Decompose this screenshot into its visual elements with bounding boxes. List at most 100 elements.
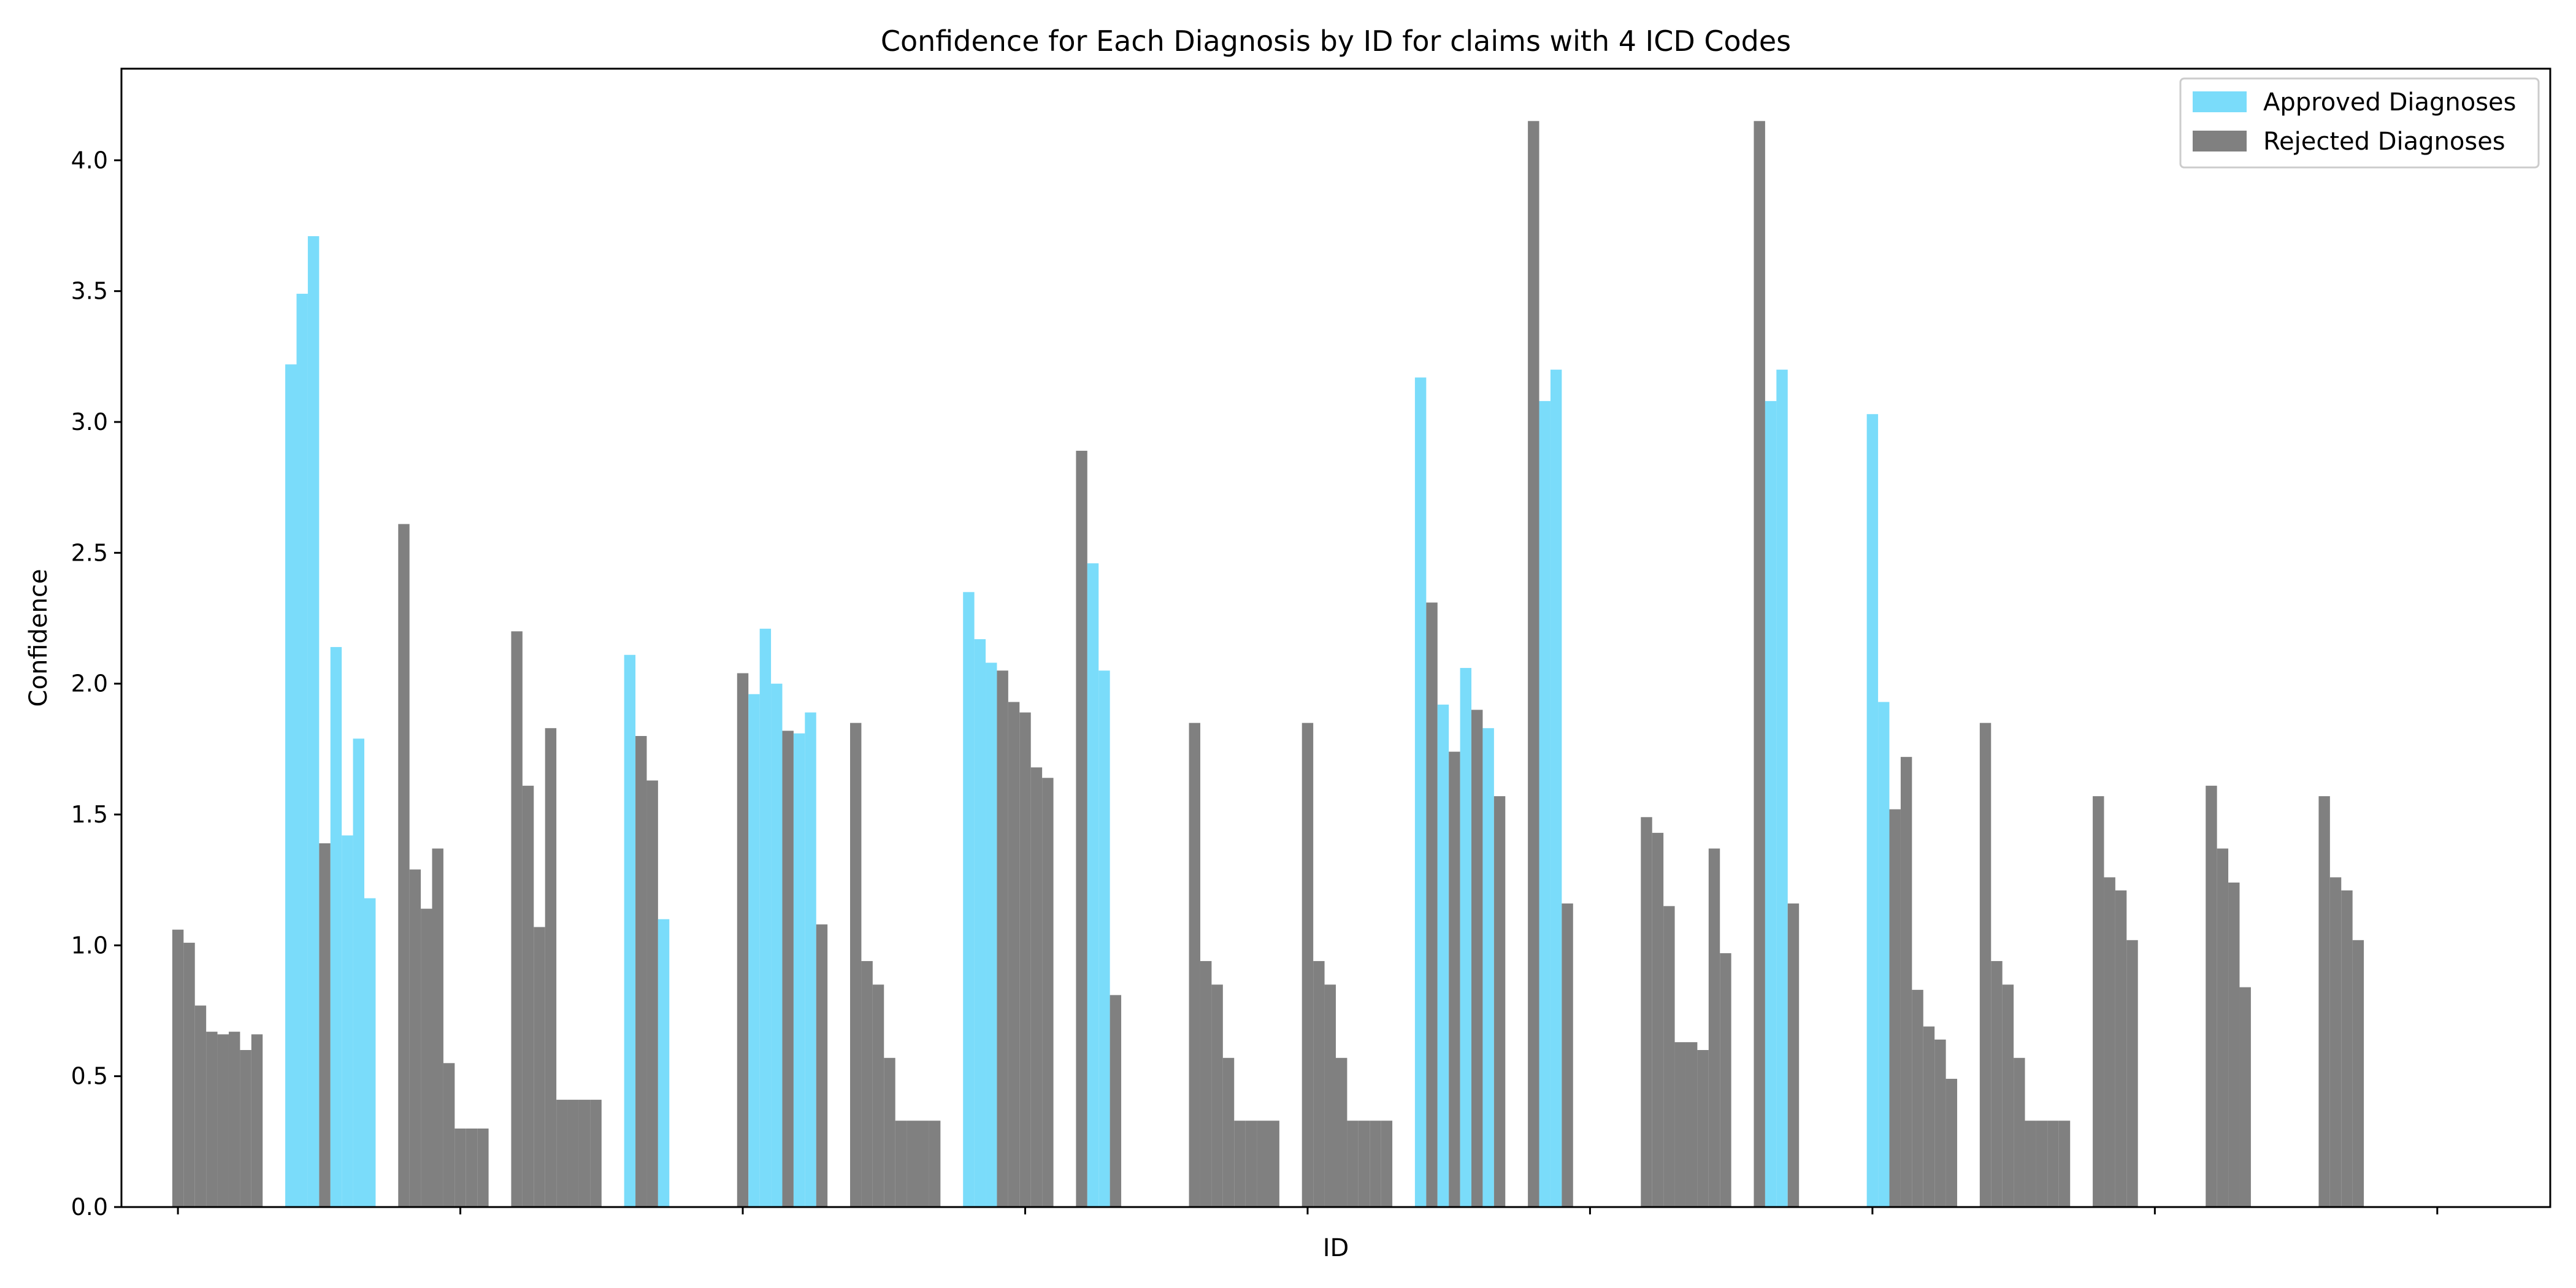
bar-group-7-bar-2 <box>861 960 873 1207</box>
bar-group-16-bar-3 <box>1889 809 1901 1207</box>
bar-group-16-bar-7 <box>1934 1039 1946 1207</box>
bar-group-12-bar-4 <box>1449 751 1460 1207</box>
y-tick-label: 1.5 <box>71 801 108 828</box>
bar-group-3-bar-3 <box>421 908 432 1207</box>
bar-group-2-bar-5 <box>330 646 342 1207</box>
bar-group-11-bar-4 <box>1336 1057 1347 1207</box>
bar-group-6-bar-6 <box>793 733 805 1207</box>
bar-group-7-bar-7 <box>918 1121 929 1207</box>
bar-group-2-bar-4 <box>319 843 331 1207</box>
bar-group-12-bar-6 <box>1471 710 1483 1207</box>
bar-group-7-bar-6 <box>907 1121 918 1207</box>
bar-group-5-bar-3 <box>646 780 658 1207</box>
y-tick-label: 3.0 <box>71 408 108 435</box>
bar-group-19-bar-1 <box>2206 786 2217 1207</box>
y-tick-label: 1.0 <box>71 932 108 959</box>
bar-group-12-bar-8 <box>1493 796 1506 1207</box>
y-tick-label: 4.0 <box>71 147 108 174</box>
bar-group-2-bar-1 <box>285 364 297 1207</box>
bar-group-19-bar-2 <box>2217 848 2229 1207</box>
bar-group-11-bar-2 <box>1313 960 1325 1207</box>
bar-group-8-bar-1 <box>963 592 975 1207</box>
bar-group-13-bar-2 <box>1539 401 1551 1207</box>
bar-group-7-bar-4 <box>884 1057 895 1207</box>
bar-group-17-bar-3 <box>2002 984 2014 1207</box>
bar-group-8-bar-7 <box>1030 767 1043 1207</box>
bar-group-14-bar-8 <box>1720 953 1731 1207</box>
bar-group-1-bar-1 <box>172 929 184 1207</box>
bar-group-2-bar-2 <box>296 293 308 1208</box>
bar-group-3-bar-5 <box>443 1063 455 1207</box>
bar-group-7-bar-8 <box>929 1121 941 1207</box>
bar-group-7-bar-1 <box>850 723 862 1207</box>
bar-group-4-bar-6 <box>567 1100 579 1207</box>
bar-group-16-bar-5 <box>1912 989 1923 1207</box>
bar-group-14-bar-5 <box>1685 1042 1698 1207</box>
bar-group-17-bar-2 <box>1991 960 2003 1207</box>
bar-group-20-bar-3 <box>2341 890 2353 1207</box>
bar-group-16-bar-8 <box>1945 1078 1958 1207</box>
y-tick-label: 2.5 <box>71 539 108 566</box>
bar-group-17-bar-6 <box>2036 1121 2048 1207</box>
bar-group-12-bar-3 <box>1437 704 1449 1207</box>
bar-group-17-bar-5 <box>2025 1121 2036 1207</box>
bar-group-3-bar-7 <box>466 1129 478 1207</box>
bar-group-8-bar-6 <box>1019 712 1031 1207</box>
bar-group-10-bar-2 <box>1200 960 1212 1207</box>
bar-group-19-bar-4 <box>2239 987 2251 1207</box>
bar-group-6-bar-8 <box>816 924 828 1207</box>
bar-group-8-bar-5 <box>1008 702 1020 1207</box>
bar-group-10-bar-1 <box>1189 723 1200 1207</box>
bar-group-10-bar-8 <box>1268 1121 1279 1207</box>
bar-group-20-bar-2 <box>2329 877 2342 1207</box>
bar-group-10-bar-3 <box>1211 984 1223 1207</box>
bar-group-9-bar-4 <box>1110 995 1122 1207</box>
bar-group-1-bar-7 <box>240 1050 251 1207</box>
bar-group-1-bar-2 <box>183 943 195 1207</box>
bar-group-19-bar-3 <box>2228 882 2240 1207</box>
bar-group-1-bar-8 <box>251 1034 263 1207</box>
bar-group-11-bar-7 <box>1370 1121 1381 1207</box>
x-axis-ticks <box>177 1207 2439 1214</box>
bar-group-3-bar-2 <box>409 869 421 1207</box>
bar-group-12-bar-2 <box>1426 602 1438 1207</box>
bar-group-17-bar-4 <box>2014 1057 2025 1207</box>
bar-group-11-bar-3 <box>1324 984 1336 1207</box>
bar-group-11-bar-1 <box>1301 723 1314 1207</box>
y-axis-ticks: 0.0 0.5 1.0 1.5 2.0 2.5 3.0 3.5 4.0 <box>71 147 121 1221</box>
bar-group-8-bar-2 <box>974 639 986 1207</box>
bar-group-9-bar-2 <box>1087 563 1099 1207</box>
y-axis-label: Confidence <box>25 569 53 707</box>
bar-group-1-bar-4 <box>206 1032 218 1207</box>
bar-group-11-bar-6 <box>1358 1121 1370 1207</box>
bars-layer <box>172 121 2364 1208</box>
bar-group-2-bar-6 <box>342 835 353 1207</box>
bar-group-15-bar-3 <box>1776 369 1788 1208</box>
bar-group-4-bar-8 <box>590 1100 602 1207</box>
bar-group-5-bar-2 <box>635 736 647 1207</box>
bar-group-17-bar-7 <box>2047 1121 2059 1207</box>
bar-group-20-bar-4 <box>2352 940 2364 1207</box>
bar-group-8-bar-4 <box>997 670 1008 1207</box>
bar-group-4-bar-3 <box>534 927 545 1207</box>
bar-group-14-bar-1 <box>1641 817 1652 1207</box>
bar-group-7-bar-5 <box>895 1121 907 1207</box>
bar-group-14-bar-3 <box>1663 906 1675 1207</box>
y-tick-label: 3.5 <box>71 278 108 305</box>
bar-group-5-bar-1 <box>624 654 636 1207</box>
chart-title: Confidence for Each Diagnosis by ID for … <box>881 25 1791 58</box>
bar-group-6-bar-7 <box>805 712 816 1207</box>
bar-group-3-bar-6 <box>454 1129 466 1207</box>
bar-group-12-bar-7 <box>1482 728 1494 1207</box>
bar-group-10-bar-4 <box>1222 1057 1235 1207</box>
bar-group-18-bar-4 <box>2126 940 2138 1207</box>
bar-group-4-bar-2 <box>522 786 534 1207</box>
bar-group-14-bar-7 <box>1708 848 1720 1207</box>
bar-group-6-bar-4 <box>771 683 783 1207</box>
bar-group-10-bar-6 <box>1245 1121 1257 1207</box>
bar-group-13-bar-3 <box>1550 369 1562 1208</box>
bar-group-18-bar-3 <box>2115 890 2127 1207</box>
bar-group-4-bar-7 <box>578 1100 591 1207</box>
bar-group-16-bar-2 <box>1878 702 1890 1207</box>
